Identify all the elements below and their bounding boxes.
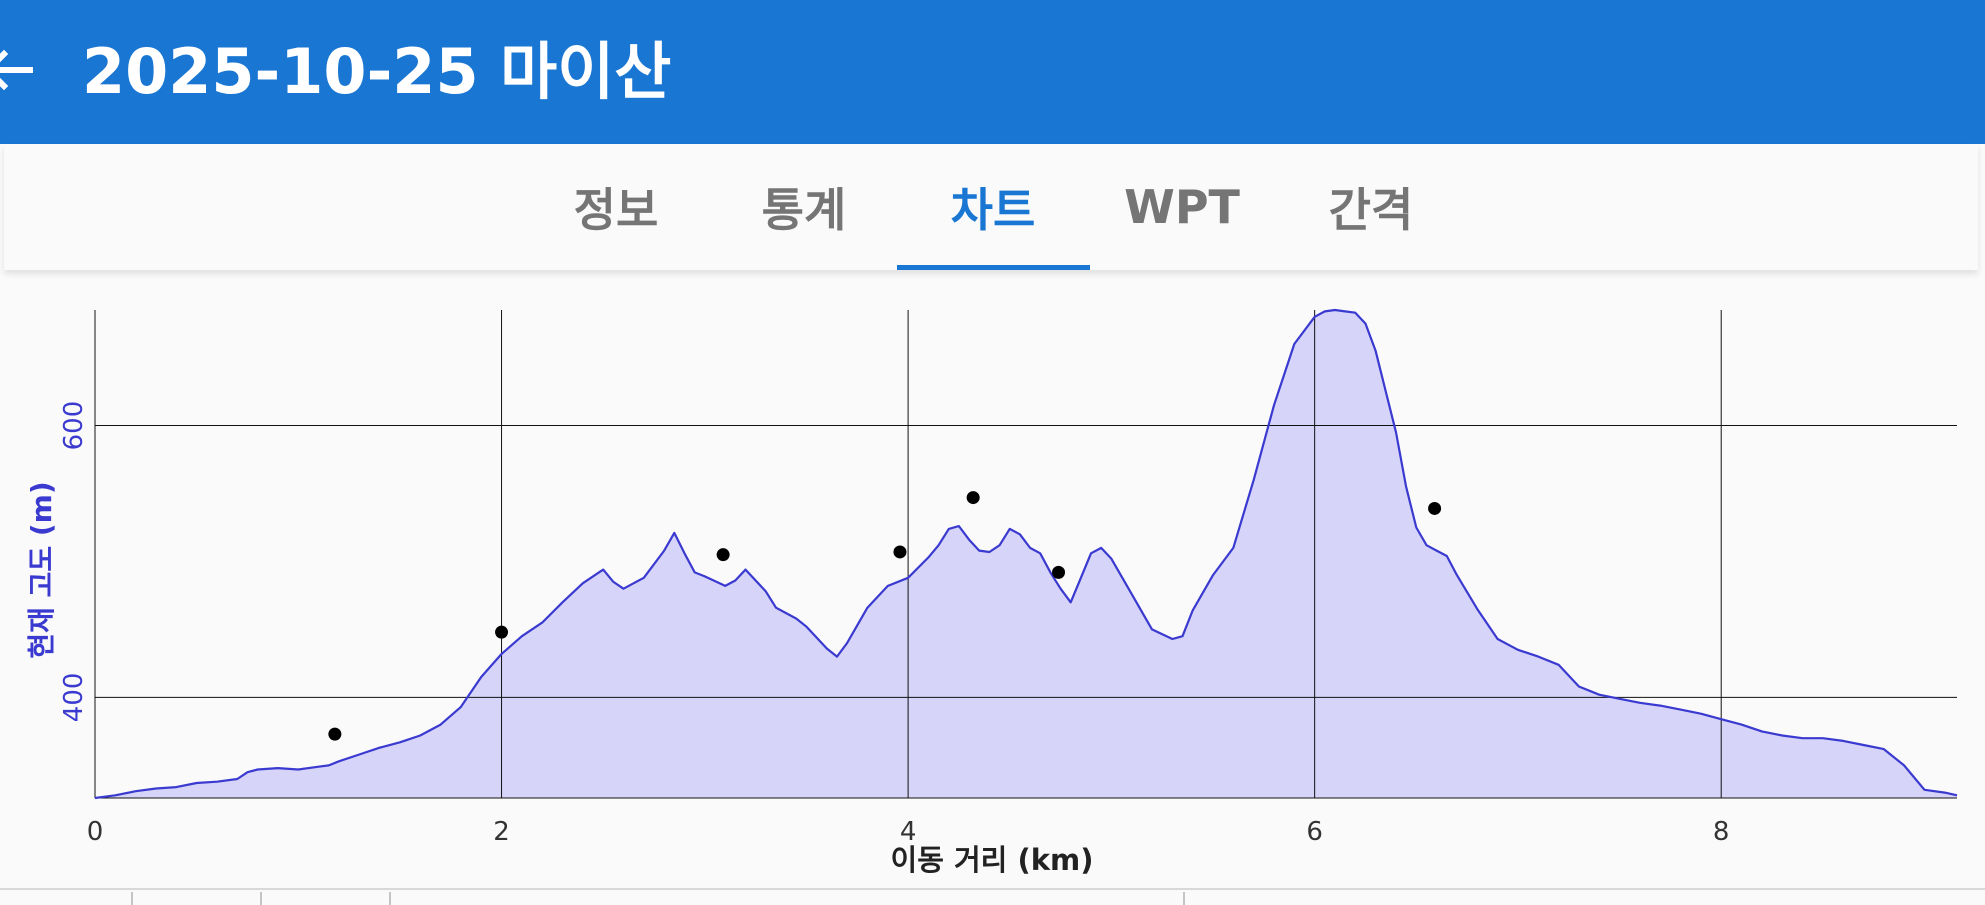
x-tick-labels: 0 2 4 6 8	[87, 817, 1730, 847]
waypoint-marker	[495, 625, 509, 639]
waypoint-marker	[1052, 565, 1066, 579]
waypoint-marker	[716, 548, 730, 562]
waypoint-marker	[328, 727, 342, 741]
x-tick-label: 2	[493, 817, 510, 847]
table-column-divider	[1183, 892, 1185, 905]
y-tick-label: 600	[59, 401, 89, 451]
elevation-area-fill	[95, 310, 1957, 798]
waypoint-marker	[893, 545, 907, 559]
waypoint-markers	[328, 491, 1442, 741]
elevation-chart[interactable]: 0 2 4 6 8 400 600 이동 거리 (km) 현재 고도 (m)	[0, 270, 1985, 892]
table-column-divider	[389, 892, 391, 905]
tab-chart[interactable]: 차트	[950, 183, 1036, 237]
waypoint-marker	[966, 491, 980, 505]
chart-svg: 0 2 4 6 8 400 600 이동 거리 (km) 현재 고도 (m)	[25, 308, 1958, 877]
page-title: 2025-10-25 마이산	[82, 35, 672, 108]
tab-bar: 정보 통계 차트 WPT 간격	[4, 144, 1978, 270]
y-axis-label: 현재 고도 (m)	[25, 481, 58, 658]
x-axis-label: 이동 거리 (km)	[891, 843, 1094, 877]
tab-interval[interactable]: 간격	[1328, 183, 1414, 237]
tab-info[interactable]: 정보	[573, 183, 659, 237]
y-tick-labels: 400 600	[59, 401, 89, 723]
table-column-divider	[131, 892, 133, 905]
table-column-divider	[260, 892, 262, 905]
tab-wpt[interactable]: WPT	[1124, 180, 1240, 234]
x-tick-label: 8	[1713, 817, 1730, 847]
arrow-back-icon[interactable]	[0, 40, 38, 100]
y-tick-label: 400	[59, 673, 89, 723]
app-bar: 2025-10-25 마이산	[0, 0, 1985, 144]
elevation-line	[94, 308, 1958, 800]
bottom-divider	[0, 888, 1985, 890]
chart-grid	[94, 310, 1957, 799]
active-tab-indicator	[897, 265, 1090, 270]
tab-stats[interactable]: 통계	[761, 183, 847, 237]
waypoint-marker	[1428, 501, 1442, 515]
x-tick-label: 0	[87, 817, 104, 847]
x-tick-label: 4	[900, 817, 917, 847]
x-tick-label: 6	[1306, 817, 1323, 847]
